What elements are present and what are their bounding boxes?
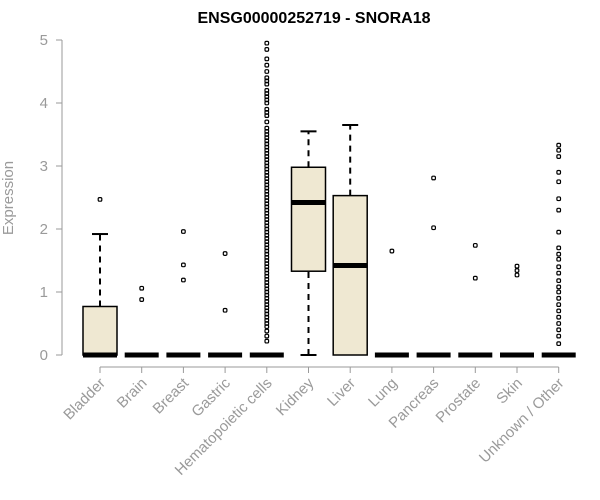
outlier-point [556,245,562,251]
outlier-point [556,154,562,159]
outlier-point [556,321,562,326]
outlier-point [556,308,562,314]
box-4 [249,40,284,358]
outlier-point [181,262,186,268]
outlier-point [139,297,145,302]
outlier-point [556,289,562,295]
outlier-point [264,62,270,68]
box-3 [208,251,243,358]
outlier-point [514,268,520,273]
outlier-point [264,106,270,112]
outlier-point [556,179,562,185]
outlier-point [222,307,228,313]
outlier-point [264,333,270,339]
outlier-point [472,242,478,248]
x-tick-label: Prostate [433,375,485,427]
outlier-point [556,327,562,333]
x-tick-label: Breast [150,374,193,417]
box-5 [290,130,327,356]
outlier-point [264,328,270,334]
x-tick-label: Liver [324,375,359,410]
outlier-point [556,341,562,347]
outlier-point [264,69,270,74]
outlier-point [556,270,562,276]
y-tick-label: 4 [40,95,48,112]
outlier-point [514,272,520,278]
outlier-point [389,248,395,254]
outlier-point [556,147,562,153]
outlier-point [556,314,562,320]
outlier-point [556,142,562,148]
outlier-point [264,119,270,125]
y-axis: 0 1 2 3 4 5 [40,32,63,364]
y-tick-label: 3 [40,158,48,175]
box-10 [500,263,534,358]
boxes-layer [82,40,576,358]
outlier-point [264,56,270,62]
x-tick-label: Kidney [273,374,318,419]
box-7 [374,248,409,358]
box-6 [332,124,368,356]
x-tick-label: Bladder [60,375,109,424]
x-tick-label: Skin [493,375,526,408]
outlier-point [264,47,270,52]
box-8 [416,175,451,358]
outlier-point [264,338,270,344]
box-11 [541,142,576,358]
y-tick-label: 0 [40,347,48,364]
outlier-point [264,75,270,81]
x-tick-label: Lung [365,375,401,411]
y-tick-label: 1 [40,284,48,301]
outlier-point [181,229,186,234]
box-1 [124,285,159,358]
outlier-point [222,251,228,256]
y-tick-label: 2 [40,221,48,238]
outlier-point [556,196,562,202]
y-axis-label: Expression [0,161,17,235]
box-body [82,305,118,356]
box-body [332,194,368,356]
outlier-point [181,277,186,283]
outlier-point [556,295,562,301]
outlier-point [264,125,270,131]
box-9 [458,242,493,358]
outlier-point [264,40,270,46]
outlier-point [556,333,562,339]
outlier-point [139,285,145,291]
outlier-point [556,278,562,284]
x-tick-label: Brain [114,375,151,412]
outlier-point [431,225,436,231]
outlier-point [472,275,478,281]
outlier-point [556,251,562,257]
box-2 [166,229,201,358]
outlier-point [514,263,520,269]
box-0 [82,196,118,358]
outlier-point [97,196,103,202]
outlier-point [556,207,562,213]
outlier-point [556,264,562,270]
box-body [290,166,327,272]
outlier-point [556,284,562,290]
outlier-point [556,256,562,262]
outlier-point [556,302,562,307]
outlier-point [431,175,436,181]
outlier-point [556,169,562,175]
outlier-point [556,229,562,235]
y-tick-label: 5 [40,32,48,49]
outlier-point [264,87,270,93]
chart-title: ENSG00000252719 - SNORA18 [197,10,430,27]
